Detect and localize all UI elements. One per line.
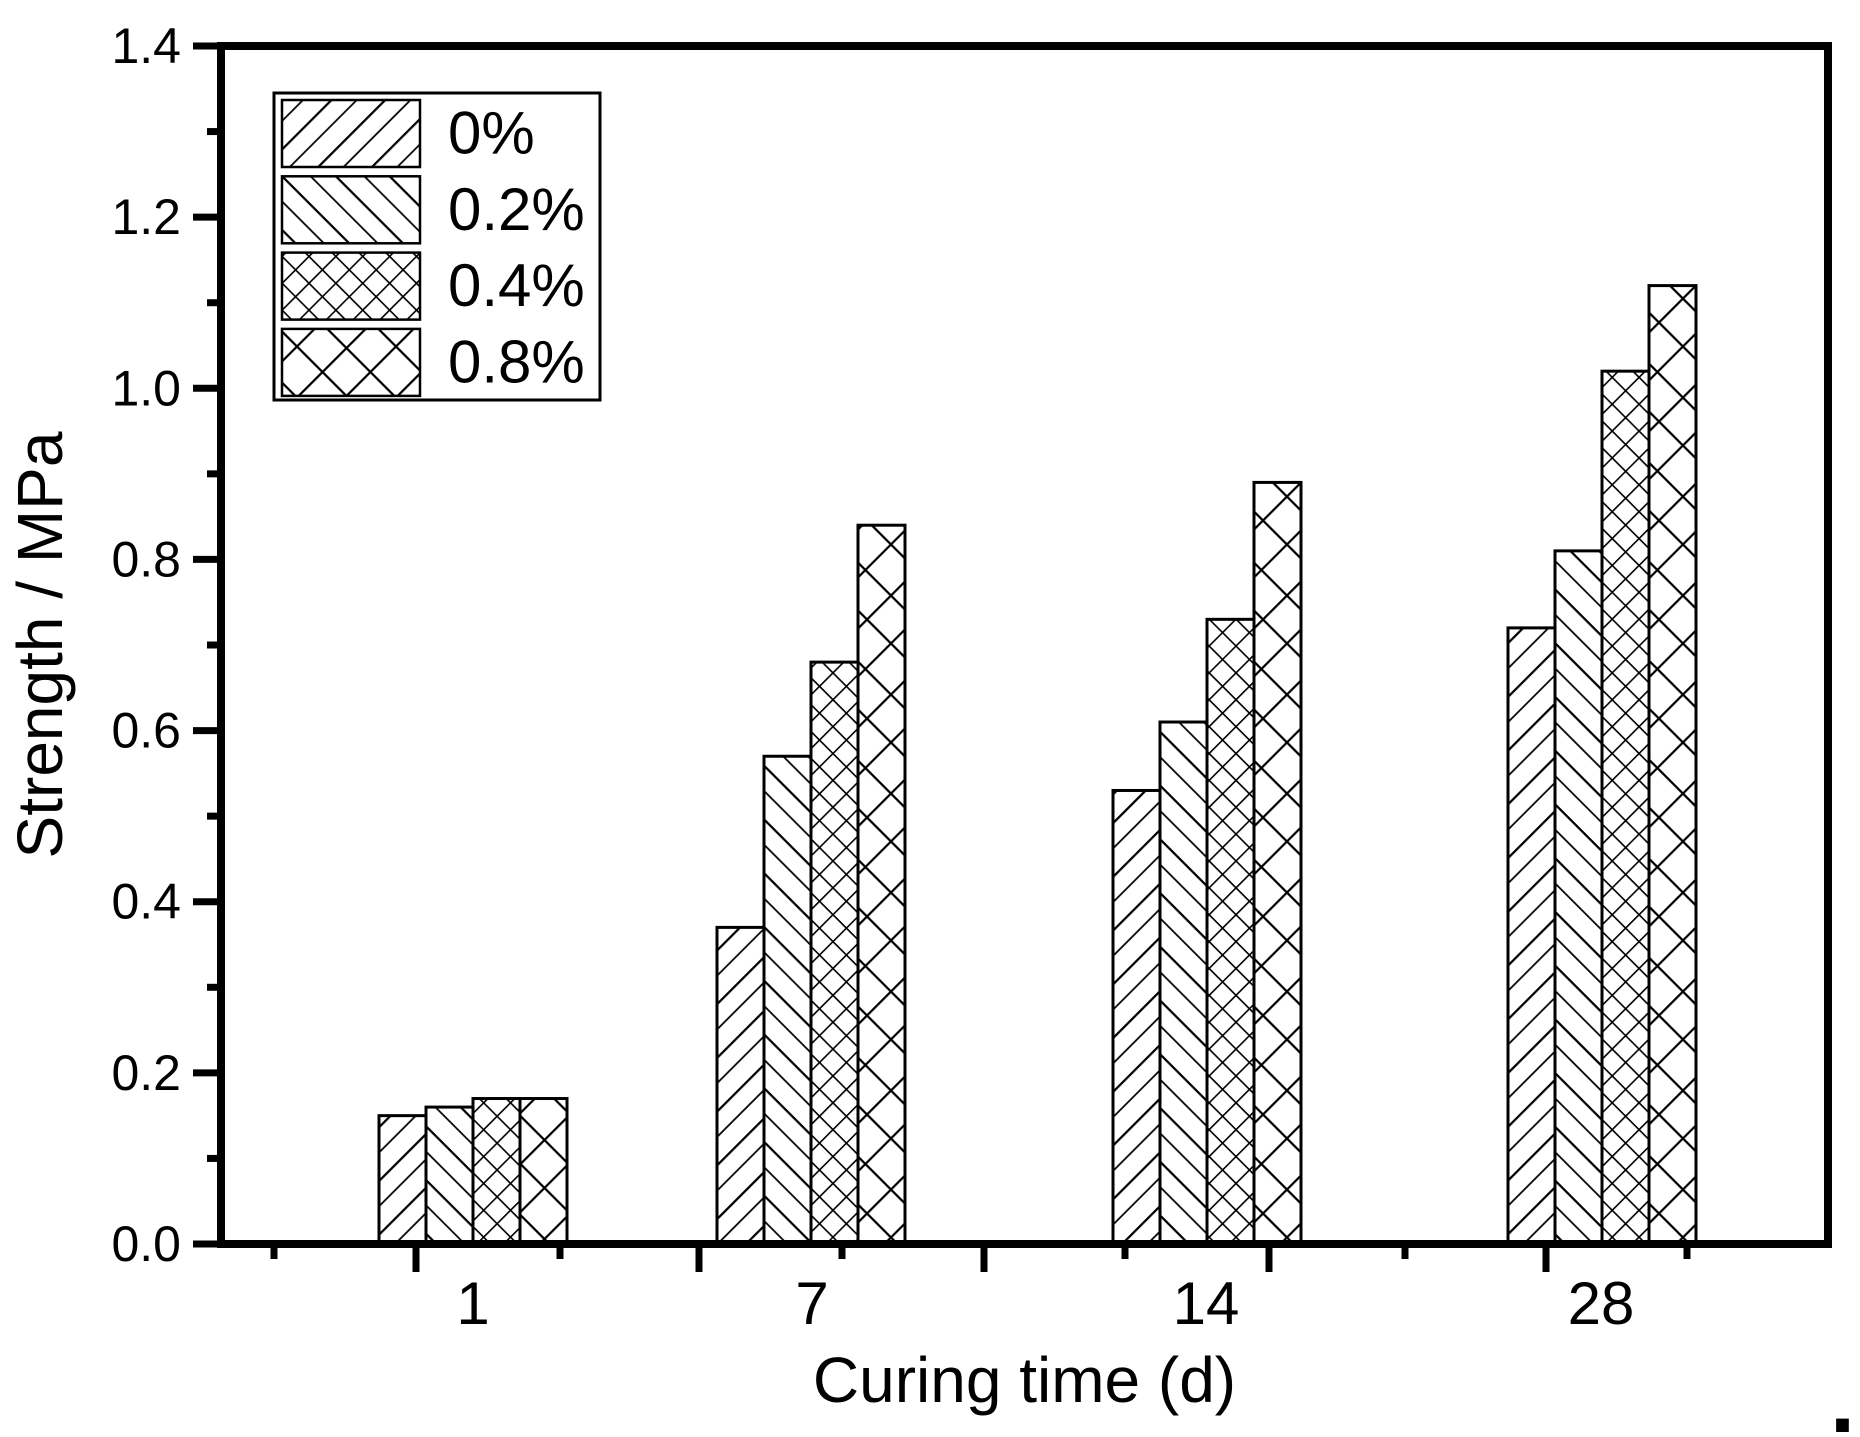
y-axis-title: Strength / MPa — [4, 431, 76, 858]
x-axis-title: Curing time (d) — [813, 1344, 1236, 1416]
x-tick-label: 1 — [456, 1270, 489, 1337]
footnote-dot: . — [1830, 1352, 1855, 1437]
y-tick-label: 0.4 — [111, 874, 181, 930]
x-tick-label: 14 — [1173, 1270, 1240, 1337]
x-tick-label: 7 — [795, 1270, 828, 1337]
bar-0.4%-day1 — [471, 1097, 522, 1246]
legend-label: 0% — [448, 100, 535, 167]
y-tick-label: 1.0 — [111, 360, 181, 416]
y-tick-label: 0.0 — [111, 1216, 181, 1272]
y-tick-label: 1.2 — [111, 189, 181, 245]
plot-frame — [217, 42, 1832, 1248]
bar-0%-day14 — [1111, 788, 1162, 1246]
y-tick-label: 0.6 — [111, 703, 181, 759]
bar-0.2%-day1 — [424, 1105, 475, 1246]
bar-0%-day7 — [715, 925, 766, 1246]
bar-0.4%-day28 — [1600, 369, 1651, 1246]
bar-0.4%-day7 — [809, 660, 860, 1246]
bar-0.4%-day14 — [1205, 617, 1256, 1246]
x-tick-label: 28 — [1568, 1270, 1635, 1337]
bar-0.8%-day28 — [1647, 284, 1698, 1246]
bar-0%-day28 — [1506, 626, 1557, 1246]
bar-0%-day1 — [377, 1114, 428, 1246]
legend-swatch-diagonal-forward — [280, 98, 422, 169]
bar-0.2%-day7 — [762, 754, 813, 1246]
bar-0.2%-day14 — [1158, 720, 1209, 1246]
legend-label: 0.4% — [448, 252, 585, 319]
y-tick-label: 1.4 — [111, 18, 181, 74]
y-tick-label: 0.8 — [111, 531, 181, 587]
legend-swatch-diagonal-back — [280, 175, 422, 245]
legend-label: 0.8% — [448, 328, 585, 395]
bar-0.8%-day7 — [856, 523, 907, 1246]
legend-swatch-crosshatch-wide — [280, 327, 422, 398]
y-tick-label: 0.2 — [111, 1045, 181, 1101]
bar-0.8%-day1 — [518, 1097, 569, 1246]
legend-swatch-crosshatch-dense — [280, 251, 422, 321]
legend-label: 0.2% — [448, 176, 585, 243]
bar-0.2%-day28 — [1553, 549, 1604, 1246]
bar-0.8%-day14 — [1252, 480, 1303, 1246]
